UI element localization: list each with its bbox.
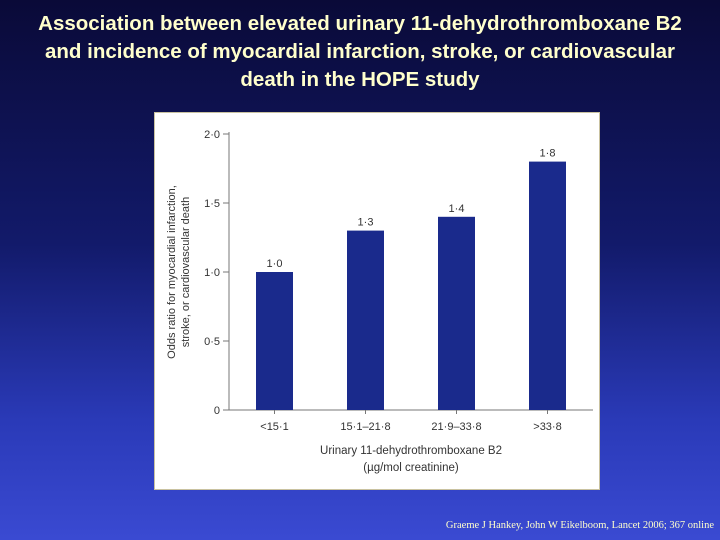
y-axis-label-line-1: Odds ratio for myocardial infarction, [166, 185, 178, 359]
slide-title: Association between elevated urinary 11-… [0, 10, 720, 94]
y-tick-label: 0 [214, 405, 220, 417]
chart-panel: 0 0·5 1·0 1·5 2·0 1·0 <15·1 1·3 15·1–21·8 1·4 21·9… [154, 112, 600, 490]
bar-value-label: 1·4 [449, 203, 465, 215]
bar-2 [347, 230, 384, 410]
bar-1 [256, 272, 293, 410]
slide-title-line-1: Association between elevated urinary 11-… [38, 12, 682, 35]
x-tick-label: 15·1–21·8 [340, 421, 390, 433]
y-tick-label: 2·0 [204, 129, 220, 141]
y-axis-label-line-2: stroke, or cardiovascular death [180, 197, 192, 347]
y-tick-label: 1·5 [204, 198, 220, 210]
y-tick-label: 0·5 [204, 336, 220, 348]
bar-value-label: 1·0 [267, 258, 283, 270]
citation: Graeme J Hankey, John W Eikelboom, Lance… [445, 520, 714, 531]
x-tick-label: 21·9–33·8 [431, 421, 481, 433]
bar-3 [438, 216, 475, 410]
x-tick-label: >33·8 [533, 421, 561, 433]
x-axis-label-line-1: Urinary 11-dehydrothromboxane B2 [320, 445, 502, 457]
slide-title-line-3: death in the HOPE study [240, 68, 480, 91]
x-axis-label-line-2: (µg/mol creatinine) [363, 462, 459, 474]
bar-4 [529, 161, 566, 410]
y-tick-label: 1·0 [204, 267, 220, 279]
bar-value-label: 1·3 [358, 217, 374, 229]
bar-value-label: 1·8 [540, 148, 556, 160]
slide-title-line-2: and incidence of myocardial infarction, … [44, 40, 675, 63]
bar-chart: 0 0·5 1·0 1·5 2·0 1·0 <15·1 1·3 15·1–21·8 1·4 21·9… [166, 129, 593, 474]
x-tick-label: <15·1 [260, 421, 288, 433]
